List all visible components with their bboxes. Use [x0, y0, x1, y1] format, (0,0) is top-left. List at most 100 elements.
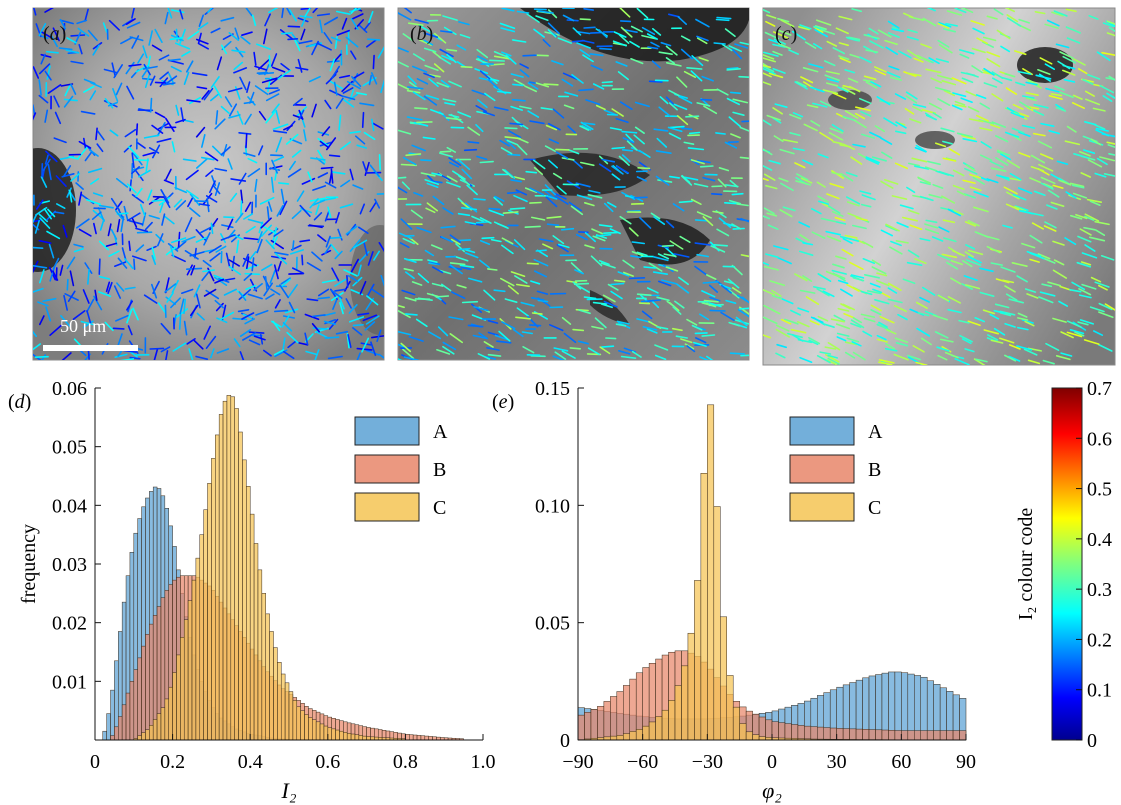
- fibre-segment: [401, 289, 416, 296]
- panel-label-d: (d): [8, 391, 31, 413]
- fibre-segment: [499, 139, 510, 147]
- fibre-segment: [50, 34, 59, 48]
- fibre-segment: [476, 55, 488, 62]
- fibre-segment: [160, 322, 171, 335]
- fibre-segment: [128, 240, 131, 252]
- fibre-segment: [832, 141, 843, 145]
- fibre-segment: [59, 19, 74, 25]
- fibre-segment: [716, 16, 732, 20]
- fibre-segment: [137, 53, 145, 64]
- fibre-segment: [964, 348, 975, 353]
- fibre-segment: [698, 56, 709, 62]
- fibre-segment: [831, 269, 847, 275]
- fibre-segment: [335, 211, 340, 224]
- fibre-segment: [942, 28, 957, 33]
- fibre-segment: [437, 326, 449, 337]
- fibre-segment: [1006, 159, 1021, 169]
- fibre-segment: [38, 239, 52, 244]
- fibre-segment: [151, 124, 164, 134]
- fibre-segment: [33, 112, 37, 121]
- fibre-segment: [993, 309, 1006, 315]
- fibre-segment: [359, 102, 375, 107]
- fibre-segment: [1056, 160, 1069, 165]
- fibre-segment: [247, 293, 263, 300]
- fibre-segment: [247, 157, 258, 164]
- histogram-bar: [156, 713, 162, 741]
- fibre-segment: [1033, 103, 1049, 109]
- fibre-segment: [348, 316, 365, 323]
- fibre-segment: [782, 138, 799, 144]
- fibre-segment: [270, 288, 281, 296]
- fibre-segment: [299, 15, 313, 19]
- fibre-segment: [112, 327, 125, 330]
- fibre-segment: [894, 162, 909, 170]
- fibre-segment: [275, 109, 281, 124]
- fibre-segment: [1055, 103, 1065, 111]
- fibre-segment: [1006, 107, 1020, 116]
- fibre-segment: [715, 132, 726, 135]
- fibre-segment: [442, 345, 455, 355]
- fibre-segment: [961, 77, 974, 84]
- fibre-segment: [119, 358, 135, 360]
- fibre-segment: [321, 126, 331, 137]
- fibre-segment: [133, 168, 144, 182]
- fibre-segment: [283, 124, 293, 131]
- fibre-segment: [602, 231, 618, 234]
- fibre-segment: [253, 335, 266, 341]
- fibre-segment: [833, 314, 846, 322]
- fibre-segment: [195, 355, 209, 360]
- fibre-segment: [964, 284, 981, 290]
- fibre-segment: [802, 275, 813, 283]
- fibre-segment: [817, 273, 832, 283]
- fibre-segment: [142, 45, 148, 59]
- fibre-segment: [784, 318, 799, 325]
- fibre-segment: [679, 235, 691, 243]
- fibre-segment: [494, 334, 509, 341]
- fibre-segment: [236, 110, 244, 125]
- fibre-segment: [877, 29, 892, 38]
- fibre-segment: [488, 207, 501, 211]
- fibre-segment: [529, 120, 545, 125]
- fibre-segment: [839, 235, 853, 240]
- fibre-segment: [220, 105, 230, 114]
- fibre-segment: [227, 158, 233, 170]
- histogram-bar: [246, 486, 251, 741]
- fibre-segment: [149, 97, 153, 113]
- fibre-segment: [281, 314, 290, 328]
- fibre-segment: [1005, 87, 1018, 95]
- fibre-segment: [205, 195, 218, 203]
- x-tick-label: 30: [827, 751, 847, 773]
- fibre-segment: [280, 188, 285, 205]
- fibre-segment: [255, 309, 269, 316]
- fibre-segment: [1054, 85, 1065, 91]
- fibre-segment: [227, 218, 234, 230]
- fibre-segment: [919, 237, 931, 242]
- fibre-segment: [795, 81, 807, 88]
- fibre-segment: [806, 104, 819, 109]
- fibre-segment: [991, 77, 1003, 84]
- fibre-segment: [96, 143, 104, 153]
- fibre-segment: [364, 321, 376, 331]
- fibre-segment: [796, 320, 810, 328]
- histogram-bar: [881, 729, 889, 741]
- fibre-segment: [1098, 284, 1108, 291]
- fibre-segment: [1066, 331, 1083, 338]
- fibre-segment: [314, 349, 320, 360]
- fibre-segment: [155, 233, 165, 243]
- colorbar-tick-label: 0.7: [1087, 378, 1112, 400]
- fibre-segment: [1004, 8, 1016, 13]
- fibre-segment: [97, 207, 105, 222]
- fibre-segment: [683, 141, 695, 145]
- fibre-segment: [366, 283, 375, 297]
- histogram-bar: [133, 669, 138, 741]
- fibre-segment: [220, 233, 226, 244]
- fibre-segment: [570, 205, 584, 216]
- fibre-segment: [563, 104, 575, 110]
- fibre-segment: [363, 241, 368, 256]
- fibre-segment: [848, 85, 861, 93]
- fibre-segment: [93, 295, 103, 311]
- fibre-segment: [132, 307, 139, 321]
- fibre-segment: [658, 106, 671, 117]
- fibre-segment: [110, 197, 121, 211]
- fibre-segment: [869, 282, 881, 288]
